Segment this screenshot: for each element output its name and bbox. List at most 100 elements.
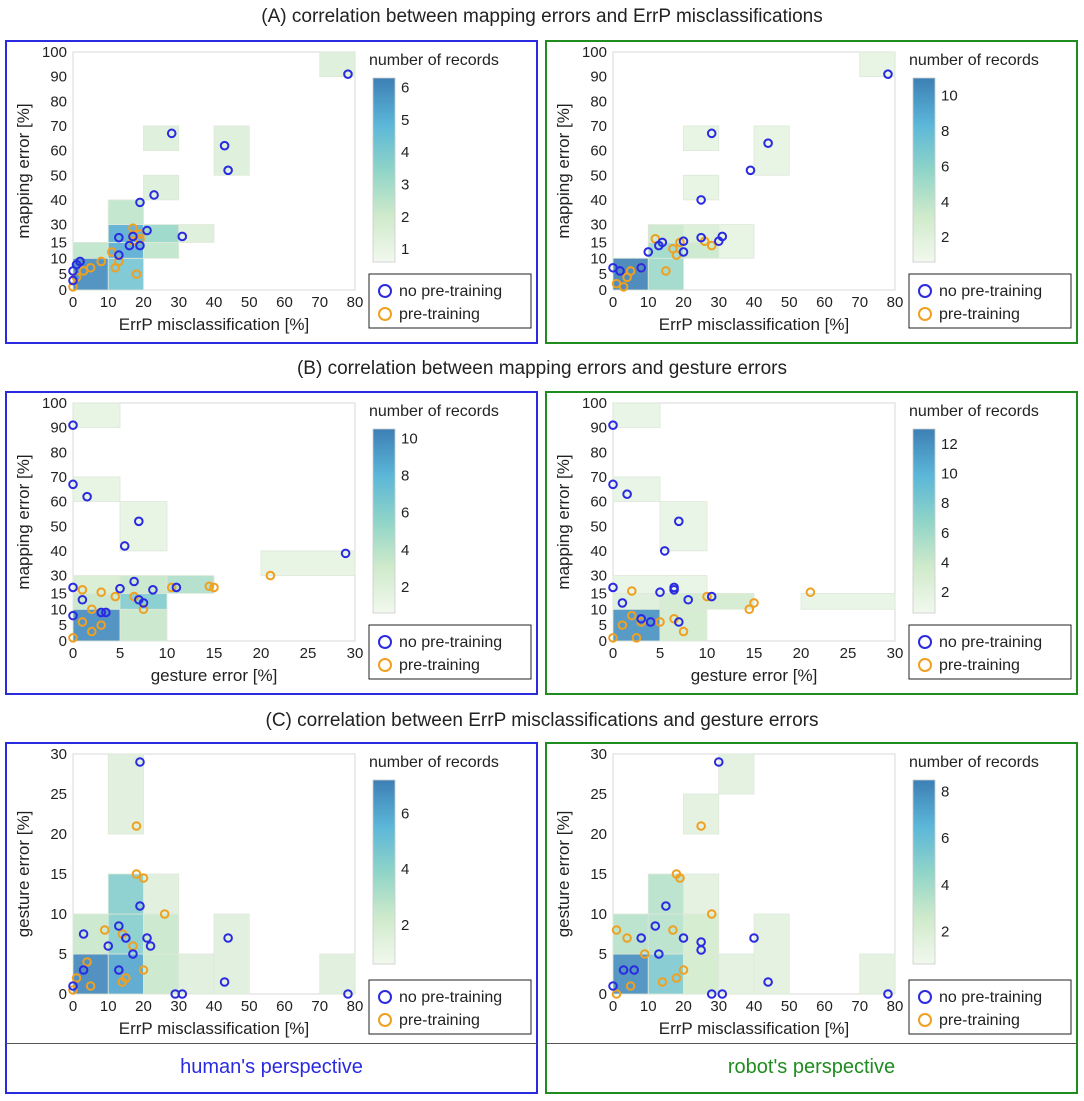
- footer-divider-human: [6, 1043, 537, 1044]
- x-tick-label: 0: [609, 998, 617, 1015]
- legend-no-pre-label: no pre-training: [939, 634, 1042, 651]
- chart-a-robot: 0 10 20 30 40 50 60 70 8005101530405060708090100…: [554, 44, 1072, 334]
- y-tick-label: 60: [50, 143, 67, 160]
- no-pre-training-point: [68, 420, 78, 430]
- legend-no-pre-label: no pre-training: [399, 634, 502, 651]
- x-tick-label: 60: [276, 294, 293, 311]
- x-tick-label: 50: [781, 998, 798, 1015]
- no-pre-training-point: [669, 585, 679, 595]
- pre-training-point: [627, 586, 637, 596]
- no-pre-training-point: [128, 231, 138, 242]
- pre-training-point: [204, 581, 215, 592]
- heatmap-cell: [72, 241, 109, 259]
- no-pre-training-point: [114, 921, 124, 931]
- y-axis-label: mapping error [%]: [14, 454, 33, 589]
- no-pre-training-point: [622, 489, 632, 500]
- legend-pre-marker: [378, 1013, 392, 1027]
- no-pre-training-point: [645, 617, 656, 627]
- legend-no-pre-marker: [918, 284, 932, 298]
- heatmap-cell: [683, 793, 720, 835]
- legend-no-pre-label: no pre-training: [399, 989, 502, 1006]
- colorbar-tick-label: 6: [401, 805, 409, 822]
- colorbar-tick-label: 4: [401, 144, 409, 161]
- no-pre-training-point: [128, 949, 138, 959]
- heatmap-cell: [107, 199, 144, 225]
- colorbar-title: number of records: [909, 754, 1039, 771]
- frame-human-a: [5, 40, 538, 344]
- pre-training-point: [657, 977, 668, 987]
- legend-no-pre-label: no pre-training: [939, 283, 1042, 300]
- pre-training-point: [87, 626, 97, 637]
- x-axis-label: ErrP misclassification [%]: [659, 1019, 850, 1038]
- colorbar: [372, 779, 396, 965]
- pre-training-point: [625, 981, 636, 991]
- y-tick-label: 100: [42, 395, 67, 412]
- y-tick-label: 50: [590, 167, 607, 184]
- no-pre-training-point: [678, 236, 689, 247]
- pre-training-point: [622, 933, 632, 943]
- pre-training-point: [702, 591, 712, 602]
- legend-pre-label: pre-training: [939, 657, 1020, 674]
- colorbar-tick-label: 6: [401, 80, 409, 97]
- colorbar-tick-label: 8: [941, 784, 949, 801]
- heatmap-cell: [718, 224, 755, 259]
- no-pre-training-point: [643, 247, 654, 257]
- no-pre-training-point: [749, 933, 759, 943]
- y-tick-label: 80: [50, 444, 67, 461]
- colorbar: [372, 77, 396, 263]
- heatmap-cell: [119, 608, 168, 642]
- no-pre-training-point: [608, 582, 618, 593]
- x-tick-label: 60: [816, 294, 833, 311]
- x-tick-label: 80: [887, 998, 904, 1015]
- x-tick-label: 20: [793, 645, 810, 662]
- heatmap-cell: [143, 174, 180, 201]
- y-tick-label: 80: [590, 444, 607, 461]
- frame-robot-b: [545, 391, 1078, 695]
- no-pre-training-point: [883, 989, 893, 999]
- legend-pre-label: pre-training: [399, 657, 480, 674]
- y-tick-label: 50: [50, 518, 67, 535]
- heatmap-cell: [718, 953, 755, 995]
- chart-c-human: 0 10 20 30 40 50 60 70 80 0 5 10 15 20 25 30 ErrP miscla…: [14, 746, 532, 1038]
- pre-training-point: [68, 633, 78, 643]
- y-tick-label: 5: [59, 946, 67, 963]
- heatmap-cell: [213, 913, 250, 995]
- no-pre-training-point: [223, 165, 233, 176]
- y-tick-label: 70: [590, 469, 607, 486]
- legend-pre-label: pre-training: [939, 306, 1020, 323]
- y-tick-label: 60: [590, 143, 607, 160]
- y-tick-label: 30: [590, 746, 607, 763]
- heatmap-cell: [143, 125, 180, 151]
- colorbar-tick-label: 6: [941, 830, 949, 847]
- frame-human-c: [5, 742, 538, 1094]
- y-tick-label: 80: [50, 93, 67, 110]
- colorbar-title: number of records: [909, 52, 1039, 69]
- colorbar-tick-label: 1: [401, 241, 409, 258]
- footer-divider-robot: [546, 1043, 1077, 1044]
- no-pre-training-point: [142, 933, 152, 943]
- no-pre-training-point: [124, 240, 135, 251]
- y-tick-label: 0: [59, 986, 67, 1003]
- pre-training-point: [744, 604, 755, 615]
- colorbar-tick-label: 4: [941, 194, 949, 211]
- no-pre-training-point: [713, 236, 724, 247]
- no-pre-training-point: [650, 921, 661, 931]
- pre-training-point: [71, 973, 82, 983]
- colorbar-tick-label: 8: [401, 467, 409, 484]
- pre-training-point: [678, 965, 689, 975]
- no-pre-training-point: [135, 240, 145, 251]
- y-tick-label: 40: [50, 192, 67, 209]
- y-tick-label: 5: [599, 946, 607, 963]
- y-tick-label: 10: [590, 250, 607, 267]
- y-tick-label: 90: [590, 420, 607, 437]
- no-pre-training-point: [654, 949, 664, 959]
- no-pre-training-point: [177, 231, 188, 242]
- heatmap-cell: [213, 125, 250, 176]
- x-tick-label: 0: [609, 294, 617, 311]
- legend-no-pre-marker: [378, 284, 392, 298]
- colorbar-title: number of records: [369, 403, 499, 420]
- heatmap-cell: [143, 873, 180, 915]
- no-pre-training-point: [636, 613, 646, 624]
- no-pre-training-point: [343, 989, 353, 999]
- colorbar-tick-label: 4: [401, 542, 409, 559]
